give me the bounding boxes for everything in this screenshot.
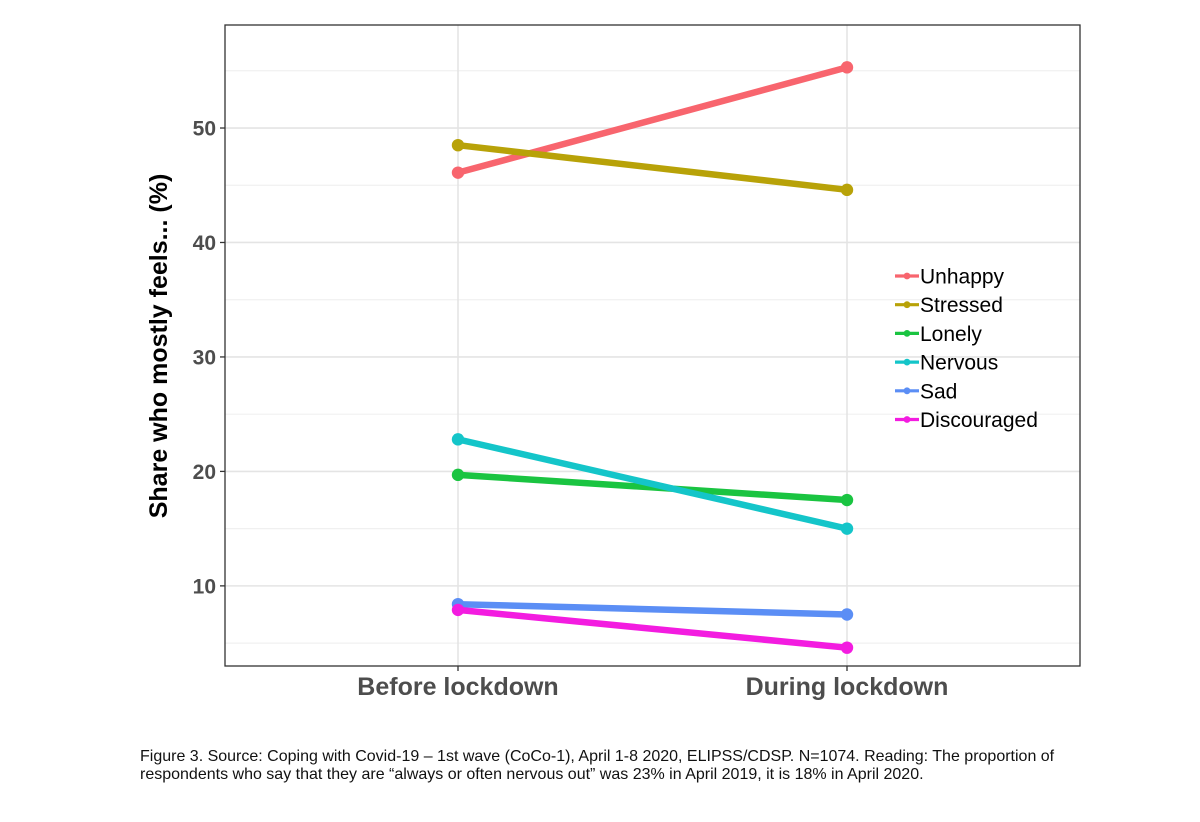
series-line-sad	[457, 600, 848, 618]
series-line-nervous	[457, 436, 848, 532]
x-tick-label: During lockdown	[746, 673, 949, 701]
series-lonely	[451, 468, 854, 507]
legend-key-point	[903, 272, 911, 280]
legend: Unhappy Stressed Lonely Nervous Sad Discourag…	[895, 266, 1038, 432]
data-point-unhappy	[451, 166, 465, 179]
series-stressed	[451, 138, 854, 197]
legend-item-stressed: Stressed	[895, 294, 1003, 317]
data-point-discouraged	[451, 603, 465, 617]
y-axis: 10 20 30 40 50	[193, 118, 225, 598]
data-point-unhappy	[840, 61, 854, 74]
legend-label: Lonely	[920, 323, 982, 346]
legend-key-point	[903, 416, 911, 423]
legend-label: Discouraged	[920, 409, 1038, 432]
series-line-discouraged	[457, 606, 848, 651]
legend-key-point	[903, 301, 911, 309]
legend-key-point	[903, 387, 911, 395]
plot-panel-border	[224, 24, 1081, 667]
legend-item-sad: Sad	[895, 380, 957, 403]
x-tick-label: Before lockdown	[357, 673, 558, 701]
y-tick-label: 20	[193, 461, 216, 484]
data-point-lonely	[840, 493, 854, 507]
line-chart: 10 20 30 40 50 Before lockdown During lockdow…	[145, 24, 1081, 701]
legend-label: Sad	[920, 380, 957, 403]
data-point-nervous	[840, 522, 854, 535]
data-point-stressed	[840, 183, 854, 197]
y-tick-label: 40	[193, 232, 216, 255]
legend-item-unhappy: Unhappy	[895, 266, 1005, 289]
y-tick-label: 50	[193, 118, 216, 141]
data-point-stressed	[451, 138, 465, 152]
legend-label: Stressed	[920, 294, 1003, 317]
data-point-sad	[840, 608, 854, 621]
legend-key-point	[903, 358, 911, 366]
series-lines	[451, 61, 854, 654]
figure-caption: Figure 3. Source: Coping with Covid-19 –…	[140, 748, 1055, 783]
series-line-unhappy	[457, 64, 848, 176]
series-line-stressed	[457, 141, 848, 194]
legend-key-point	[903, 330, 911, 337]
y-tick-label: 10	[193, 575, 216, 598]
y-axis-label: Share who mostly feels... (%)	[145, 174, 173, 519]
legend-label: Unhappy	[920, 266, 1005, 289]
major-gridlines	[225, 25, 1080, 666]
data-point-lonely	[451, 468, 465, 482]
series-line-lonely	[457, 471, 848, 504]
legend-item-discouraged: Discouraged	[895, 409, 1038, 432]
legend-item-lonely: Lonely	[895, 323, 982, 346]
legend-item-nervous: Nervous	[895, 352, 998, 375]
minor-gridlines	[225, 70, 1080, 644]
series-discouraged	[451, 603, 854, 654]
data-point-discouraged	[840, 641, 854, 654]
data-point-nervous	[451, 433, 465, 446]
legend-label: Nervous	[920, 352, 998, 375]
series-nervous	[451, 433, 854, 535]
y-tick-label: 30	[193, 346, 216, 369]
series-unhappy	[451, 61, 854, 179]
x-axis: Before lockdown During lockdown	[357, 666, 948, 701]
